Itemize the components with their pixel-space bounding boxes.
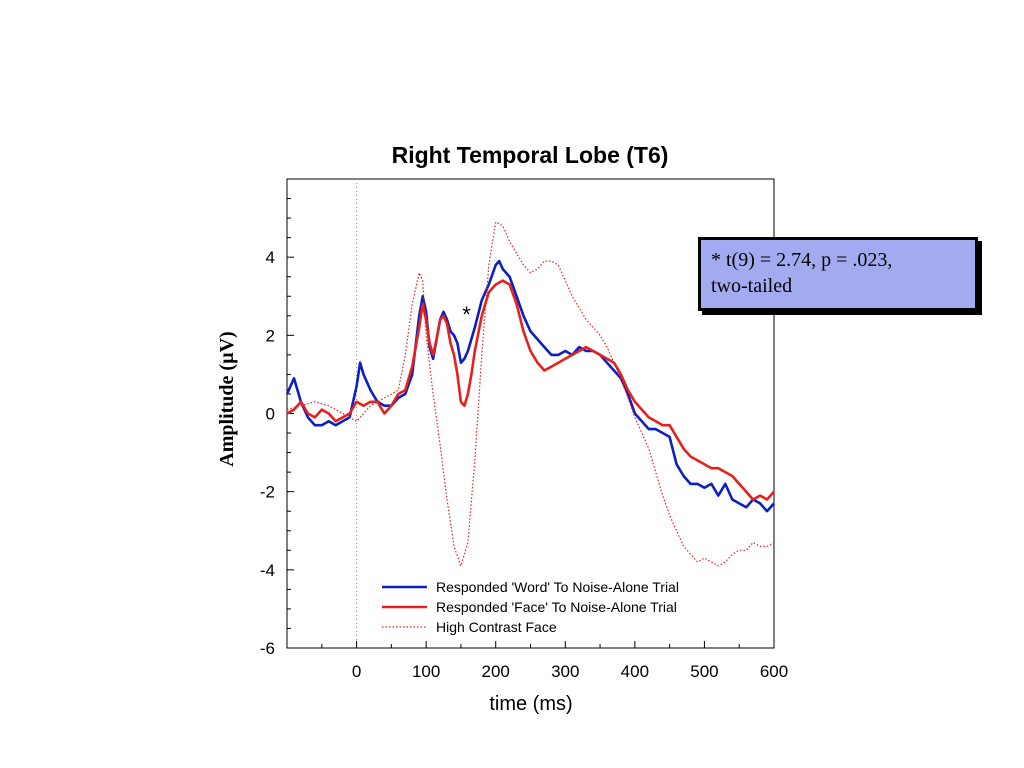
statistics-annotation-box: * t(9) = 2.74, p = .023, two-tailed (698, 237, 978, 311)
x-tick-label: 300 (551, 662, 579, 681)
y-tick-label: -6 (260, 639, 275, 658)
x-axis-label: time (ms) (489, 693, 572, 715)
x-tick-label: 500 (690, 662, 718, 681)
series-line-3 (286, 221, 775, 567)
y-tick-label: -2 (260, 483, 275, 502)
series-line-2 (286, 279, 775, 501)
y-axis-label: Amplitude (µV) (216, 331, 238, 466)
x-tick-label: 600 (760, 662, 788, 681)
y-tick-label: 0 (266, 405, 275, 424)
significance-marker: * (462, 302, 471, 327)
x-tick-label: 100 (412, 662, 440, 681)
plot-area: -6 -4 -2 0 2 4 0 100 200 300 400 500 600 * Responded '… (260, 178, 788, 681)
statistics-line-1: * t(9) = 2.74, p = .023, (711, 249, 893, 271)
statistics-line-2: two-tailed (711, 275, 793, 297)
x-tick-label: 400 (621, 662, 649, 681)
legend-label-1: Responded 'Word' To Noise-Alone Trial (436, 579, 679, 595)
chart-title: Right Temporal Lobe (T6) (392, 142, 669, 168)
legend-label-3: High Contrast Face (436, 619, 557, 635)
y-tick-label: 2 (266, 326, 275, 345)
series-line-1 (285, 259, 775, 513)
y-tick-label: -4 (260, 561, 275, 580)
y-tick-label: 4 (266, 248, 275, 267)
x-tick-label: 200 (482, 662, 510, 681)
legend-label-2: Responded 'Face' To Noise-Alone Trial (436, 599, 677, 615)
x-tick-label: 0 (352, 662, 361, 681)
